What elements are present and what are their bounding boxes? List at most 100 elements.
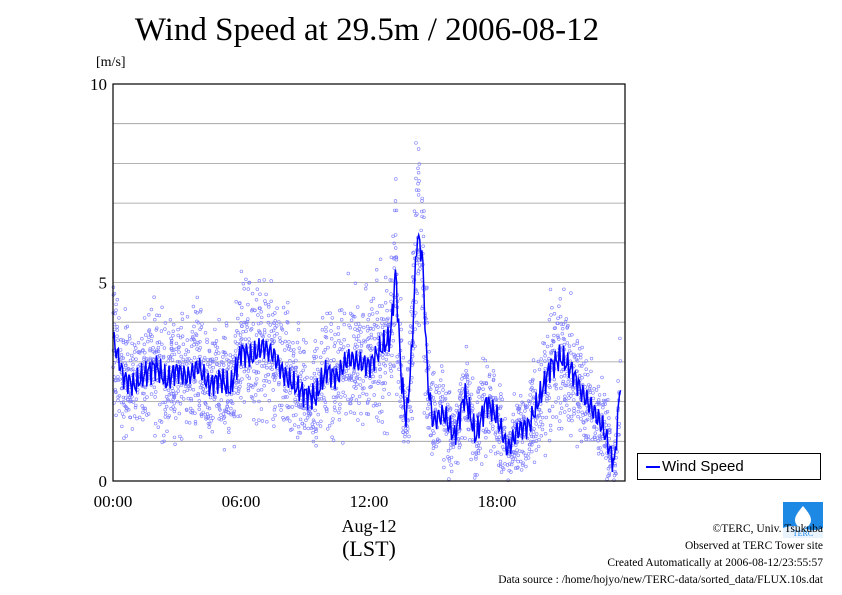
raw-sample-point <box>474 457 478 461</box>
raw-sample-point <box>595 427 599 431</box>
raw-sample-point <box>491 378 496 383</box>
raw-sample-point <box>349 318 354 322</box>
raw-sample-point <box>286 300 290 305</box>
raw-sample-point <box>252 418 256 422</box>
raw-sample-point <box>211 416 215 420</box>
raw-sample-point <box>576 353 580 357</box>
raw-sample-point <box>562 337 567 342</box>
raw-sample-point <box>311 430 315 435</box>
raw-sample-point <box>545 399 549 403</box>
raw-sample-point <box>509 470 513 474</box>
raw-sample-point <box>386 316 390 321</box>
raw-sample-point <box>125 352 130 356</box>
raw-sample-point <box>274 375 278 380</box>
raw-sample-point <box>446 402 450 407</box>
raw-sample-point <box>165 429 169 433</box>
raw-sample-point <box>264 292 268 297</box>
raw-sample-point <box>389 255 393 259</box>
raw-sample-point <box>394 233 398 237</box>
raw-sample-point <box>366 344 371 348</box>
raw-sample-point <box>265 420 269 424</box>
raw-sample-point <box>185 357 190 361</box>
raw-sample-point <box>292 351 296 356</box>
raw-sample-point <box>221 355 225 359</box>
raw-sample-point <box>210 430 215 434</box>
raw-sample-point <box>375 415 379 419</box>
raw-sample-point <box>366 317 370 322</box>
raw-sample-point <box>352 369 356 374</box>
raw-sample-point <box>294 393 298 397</box>
raw-sample-point <box>257 359 262 364</box>
raw-sample-point <box>269 338 274 342</box>
raw-sample-point <box>442 428 446 432</box>
raw-sample-point <box>212 360 216 364</box>
raw-sample-point <box>267 305 271 309</box>
raw-sample-point <box>201 410 205 415</box>
raw-sample-point <box>340 318 344 322</box>
x-tick-label: 06:00 <box>222 492 261 511</box>
raw-sample-point <box>294 413 298 417</box>
raw-sample-point <box>280 341 284 345</box>
raw-sample-point <box>197 399 202 403</box>
raw-sample-point <box>182 390 187 394</box>
raw-sample-point <box>270 363 275 367</box>
raw-sample-point <box>287 340 291 344</box>
raw-sample-point <box>362 325 366 330</box>
raw-sample-point <box>299 371 303 375</box>
raw-sample-point <box>245 374 250 378</box>
raw-sample-point <box>247 281 251 285</box>
legend-swatch <box>646 466 660 468</box>
raw-sample-point <box>180 362 185 367</box>
raw-sample-point <box>247 341 252 345</box>
raw-sample-point <box>381 317 386 321</box>
raw-sample-point <box>239 338 243 342</box>
raw-sample-point <box>466 418 470 423</box>
raw-sample-point <box>498 464 503 468</box>
raw-sample-point <box>563 394 567 398</box>
raw-sample-point <box>112 327 117 332</box>
raw-sample-point <box>356 322 361 326</box>
raw-sample-point <box>283 311 288 315</box>
raw-sample-point <box>537 414 541 418</box>
raw-sample-point <box>421 244 425 248</box>
raw-sample-point <box>224 407 229 412</box>
raw-sample-point <box>250 307 255 312</box>
raw-sample-point <box>426 406 430 411</box>
raw-sample-point <box>273 311 277 315</box>
x-ticks: 00:00 06:00 12:00 18:00 <box>94 492 517 511</box>
raw-sample-point <box>419 228 423 233</box>
raw-sample-point <box>489 449 493 453</box>
raw-sample-point <box>257 306 262 310</box>
raw-sample-point <box>475 444 479 448</box>
raw-sample-point <box>162 346 167 350</box>
raw-sample-point <box>399 297 403 301</box>
raw-sample-point <box>142 316 147 320</box>
raw-sample-point <box>352 371 356 375</box>
raw-sample-point <box>375 310 379 315</box>
raw-sample-point <box>207 348 212 353</box>
raw-sample-point <box>383 323 388 327</box>
raw-sample-point <box>262 364 266 368</box>
raw-sample-point <box>572 343 576 347</box>
raw-sample-point <box>394 208 399 213</box>
raw-sample-point <box>239 269 244 274</box>
raw-sample-point <box>520 440 525 444</box>
raw-sample-point <box>387 392 391 396</box>
raw-sample-point <box>190 330 195 334</box>
raw-sample-point <box>354 337 359 341</box>
raw-sample-point <box>560 381 565 386</box>
raw-sample-point <box>181 357 185 362</box>
raw-sample-point <box>114 308 118 312</box>
raw-sample-point <box>285 417 289 421</box>
raw-sample-point <box>408 405 412 409</box>
raw-sample-point <box>468 438 472 442</box>
raw-sample-point <box>296 399 300 404</box>
raw-sample-point <box>613 462 617 466</box>
raw-sample-point <box>116 338 120 342</box>
raw-sample-point <box>186 384 190 388</box>
raw-sample-point <box>132 343 137 347</box>
raw-sample-point <box>145 395 149 399</box>
raw-sample-point <box>154 350 159 354</box>
raw-sample-point <box>332 344 337 348</box>
raw-sample-point <box>288 391 292 395</box>
